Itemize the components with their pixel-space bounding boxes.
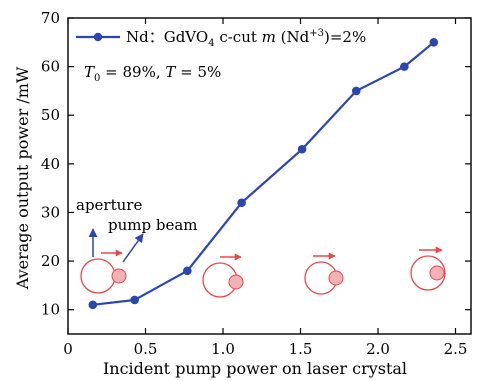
x-tick-label: 2.5	[444, 340, 468, 358]
pump-beam-spot	[429, 265, 445, 281]
x-tick-label: 2.0	[366, 340, 390, 358]
data-point	[297, 144, 307, 154]
y-tick-label: 60	[41, 58, 60, 76]
data-point	[429, 38, 439, 47]
data-point	[88, 300, 98, 310]
x-tick-label: 1.5	[289, 340, 313, 358]
t0-symbol: T	[84, 63, 95, 81]
params-line: T0 = 89%, T = 5%	[84, 63, 221, 84]
aperture-circle	[410, 255, 446, 291]
pump-beam-spot	[328, 270, 344, 286]
beam-insets	[80, 246, 446, 298]
t-value: = 5%	[175, 63, 221, 81]
y-tick-label: 30	[41, 203, 60, 221]
x-tick-label: 1.0	[211, 340, 235, 358]
legend-superscript: +3	[309, 28, 324, 39]
data-point	[183, 266, 192, 276]
legend-marker-sample	[93, 32, 103, 42]
aperture-annotation: aperture	[76, 196, 142, 214]
data-point	[130, 295, 139, 305]
legend-prefix: Nd：GdVO	[126, 28, 208, 46]
data-series	[88, 38, 439, 310]
y-tick-label: 10	[41, 301, 60, 319]
pump-beam-pointer-arrow	[122, 233, 144, 263]
plot-frame	[67, 17, 472, 335]
y-tick-label: 40	[41, 155, 60, 173]
aperture-circle	[80, 258, 116, 294]
x-axis-ticks: 0 0.5 1.0 1.5 2.0 2.5	[63, 18, 467, 358]
y-tick-label: 50	[41, 106, 60, 124]
data-point	[352, 86, 361, 96]
y-axis-label: Average output power /mW	[13, 66, 32, 290]
x-tick-label: 0.5	[134, 340, 158, 358]
legend-subscript: 4	[208, 38, 214, 49]
t0-subscript: 0	[94, 73, 100, 84]
x-tick-label: 0	[63, 340, 73, 358]
pump-beam-annotation: pump beam	[108, 216, 198, 234]
pump-beam-spot	[228, 274, 244, 290]
data-point	[237, 198, 246, 208]
pump-beam-spot	[111, 268, 127, 284]
data-point	[400, 62, 409, 71]
y-tick-label: 20	[41, 252, 60, 270]
t-symbol: T	[165, 63, 176, 81]
legend-after-italic: (Nd	[276, 28, 310, 46]
t0-value: = 89%,	[100, 63, 165, 81]
y-tick-label: 70	[41, 9, 60, 27]
legend-italic: m	[262, 28, 276, 46]
legend-middle: c-cut	[215, 28, 262, 46]
x-axis-label: Incident pump power on laser crystal	[103, 359, 407, 378]
legend-label: Nd：GdVO4 c-cut m (Nd+3)=2%	[126, 28, 366, 49]
legend-suffix: )=2%	[324, 28, 366, 46]
legend: Nd：GdVO4 c-cut m (Nd+3)=2% T0 = 89%, T =…	[76, 28, 366, 84]
series-line	[92, 41, 435, 306]
